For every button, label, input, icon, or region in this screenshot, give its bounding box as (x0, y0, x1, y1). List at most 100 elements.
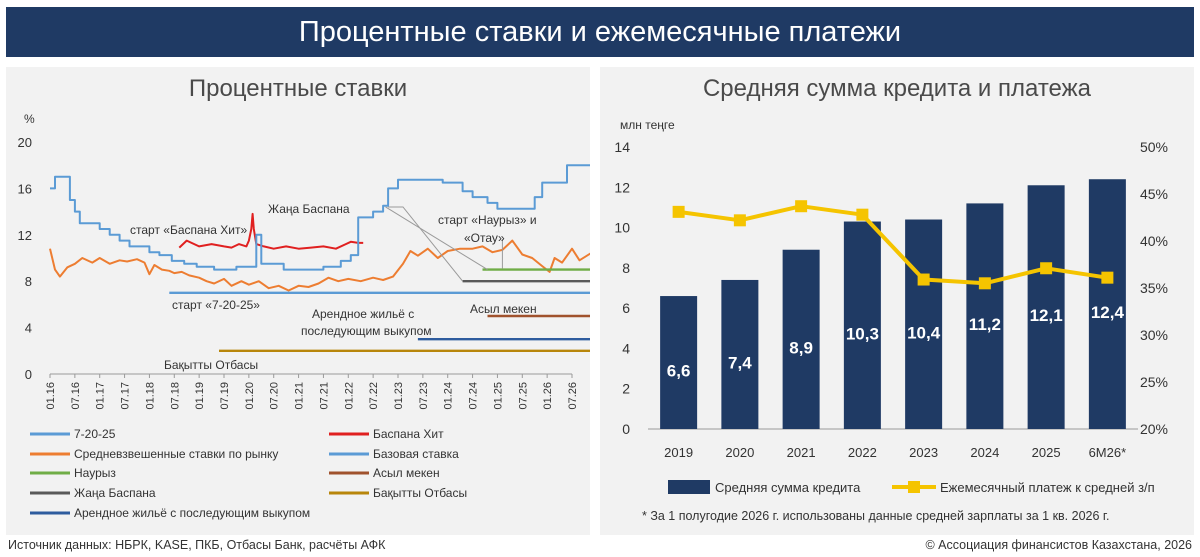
y-tick-label: 6 (622, 300, 630, 316)
legend-swatch-loan (668, 480, 710, 494)
legend-label-loan: Средняя сумма кредита (715, 480, 861, 495)
x-tick-label: 07.20 (269, 382, 281, 410)
y-tick-label: 12 (614, 179, 630, 195)
y-tick-label: 2 (622, 381, 630, 397)
loan-chart: млн теңге 0 2 4 6 8 10 12 14 20% 25% 30% 35% 40% 45% 50… (614, 118, 1168, 523)
legend-swatch-payment-marker (908, 481, 920, 493)
loan-bar (782, 249, 820, 429)
chart-annotation: Бақытты Отбасы (164, 358, 258, 372)
chart-annotation: последующим выкупом (301, 324, 432, 338)
loan-bar (721, 279, 759, 429)
rates-chart: % 0 4 8 12 16 20 01.16 07.16 01.17 07.17 01.18 07.18… (18, 112, 590, 520)
loan-bar-label: 12,4 (1091, 303, 1125, 322)
legend-label-zhana_baspana: Жаңа Баспана (74, 486, 156, 500)
payment-ratio-point (672, 205, 685, 218)
x-tick-label: 2024 (970, 445, 999, 460)
x-tick-label: 07.16 (70, 382, 82, 410)
x-tick-label: 01.17 (95, 382, 107, 410)
loan-bar-label: 11,2 (969, 315, 1001, 334)
x-tick-label: 01.19 (194, 382, 206, 410)
x-tick-label: 2023 (909, 445, 938, 460)
payment-ratio-point (1101, 271, 1114, 284)
legend-label-baspana_hit: Баспана Хит (373, 427, 444, 441)
x-tick-label: 01.25 (492, 382, 504, 410)
loan-bar (905, 219, 943, 429)
x-tick-label: 01.24 (443, 382, 455, 410)
chart-annotation: Асыл мекен (470, 302, 537, 316)
copyright-note: © Ассоциация финансистов Казахстана, 202… (925, 538, 1192, 552)
loan-chart-title: Средняя сумма кредита и платежа (702, 75, 1092, 102)
x-tick-label: 2022 (848, 445, 877, 460)
legend-label-payment: Ежемесячный платеж к средней з/п (940, 480, 1155, 495)
y-tick-label: 8 (622, 260, 630, 276)
legend-label-rent: Арендное жильё с последующим выкупом (74, 506, 310, 520)
payment-ratio-point (1040, 262, 1053, 275)
y-tick-label: 20 (18, 135, 32, 150)
y2-tick-label: 40% (1140, 233, 1168, 249)
loan-bar-label: 12,1 (1030, 306, 1063, 325)
legend-label-weighted: Средневзвешенные ставки по рынку (74, 447, 278, 461)
chart-annotation: старт «7-20-25» (172, 298, 260, 312)
y2-tick-label: 35% (1140, 280, 1168, 296)
y-axis-unit: % (24, 112, 35, 126)
payment-ratio-point (795, 200, 808, 213)
x-tick-label: 2021 (787, 445, 816, 460)
x-tick-label: 01.23 (393, 382, 405, 410)
x-tick-label: 07.17 (120, 382, 132, 410)
series-base_rate-line (50, 164, 590, 271)
chart-annotation: «Отау» (464, 231, 505, 245)
loan-bar-label: 10,4 (907, 323, 941, 342)
x-tick-label: 07.19 (219, 382, 231, 410)
rates-chart-title: Процентные ставки (188, 75, 408, 102)
x-tick-label: 2025 (1032, 445, 1061, 460)
loan-bar (966, 203, 1004, 429)
x-tick-label: 01.20 (244, 382, 256, 410)
source-note: Источник данных: НБРК, KASE, ПКБ, Отбасы… (8, 538, 386, 552)
x-tick-label: 07.23 (418, 382, 430, 410)
y2-tick-label: 50% (1140, 139, 1168, 155)
loan-bar (1088, 179, 1126, 429)
x-tick-label: 07.24 (468, 382, 480, 410)
x-tick-label: 07.22 (368, 382, 380, 410)
annotation-connector (388, 206, 464, 282)
x-tick-label: 01.21 (294, 382, 306, 410)
payment-ratio-point (856, 208, 869, 221)
payment-ratio-point (733, 214, 746, 227)
loan-bar (1027, 185, 1065, 429)
x-tick-label: 2019 (664, 445, 693, 460)
chart-annotation: старт «Баспана Хит» (130, 223, 248, 237)
y-tick-label: 4 (25, 321, 32, 336)
x-tick-label: 07.26 (567, 382, 579, 410)
legend-label-asyl_meken: Асыл мекен (373, 466, 440, 480)
x-tick-label: 6M26* (1089, 445, 1127, 460)
legend-label-base_rate: Базовая ставка (373, 447, 459, 461)
payment-ratio-line (678, 204, 1108, 286)
x-tick-label: 01.26 (542, 382, 554, 410)
chart-annotation: Жаңа Баспана (268, 202, 350, 216)
y-tick-label: 4 (622, 340, 630, 356)
payment-ratio-point (917, 273, 930, 286)
y-tick-label: 10 (614, 220, 630, 236)
series-baspana_hit-line (178, 212, 364, 250)
y-tick-label: 14 (614, 139, 630, 155)
annotation-connector (385, 206, 488, 271)
y-tick-label: 0 (25, 367, 32, 382)
x-tick-label: 01.18 (144, 382, 156, 410)
x-tick-label: 07.18 (169, 382, 181, 410)
chart-footnote: * За 1 полугодие 2026 г. использованы да… (642, 509, 1109, 523)
x-tick-label: 07.25 (517, 382, 529, 410)
x-tick-label: 01.22 (343, 382, 355, 410)
legend-label-7-20-25: 7-20-25 (74, 427, 116, 441)
y2-tick-label: 30% (1140, 327, 1168, 343)
loan-bar-label: 8,9 (789, 338, 813, 357)
loan-bar-label: 7,4 (728, 353, 752, 372)
payment-ratio-point (978, 277, 991, 290)
y2-tick-label: 25% (1140, 374, 1168, 390)
series-weighted-line (49, 239, 590, 292)
x-tick-label: 2020 (725, 445, 754, 460)
x-tick-label: 01.16 (45, 382, 57, 410)
rates-chart-panel: Процентные ставки % 0 4 8 12 16 20 01.16 07.16 01… (6, 67, 590, 535)
legend-label-nauryz: Наурыз (74, 466, 116, 480)
y2-tick-label: 45% (1140, 186, 1168, 202)
chart-annotation: Арендное жильё с (312, 307, 414, 321)
